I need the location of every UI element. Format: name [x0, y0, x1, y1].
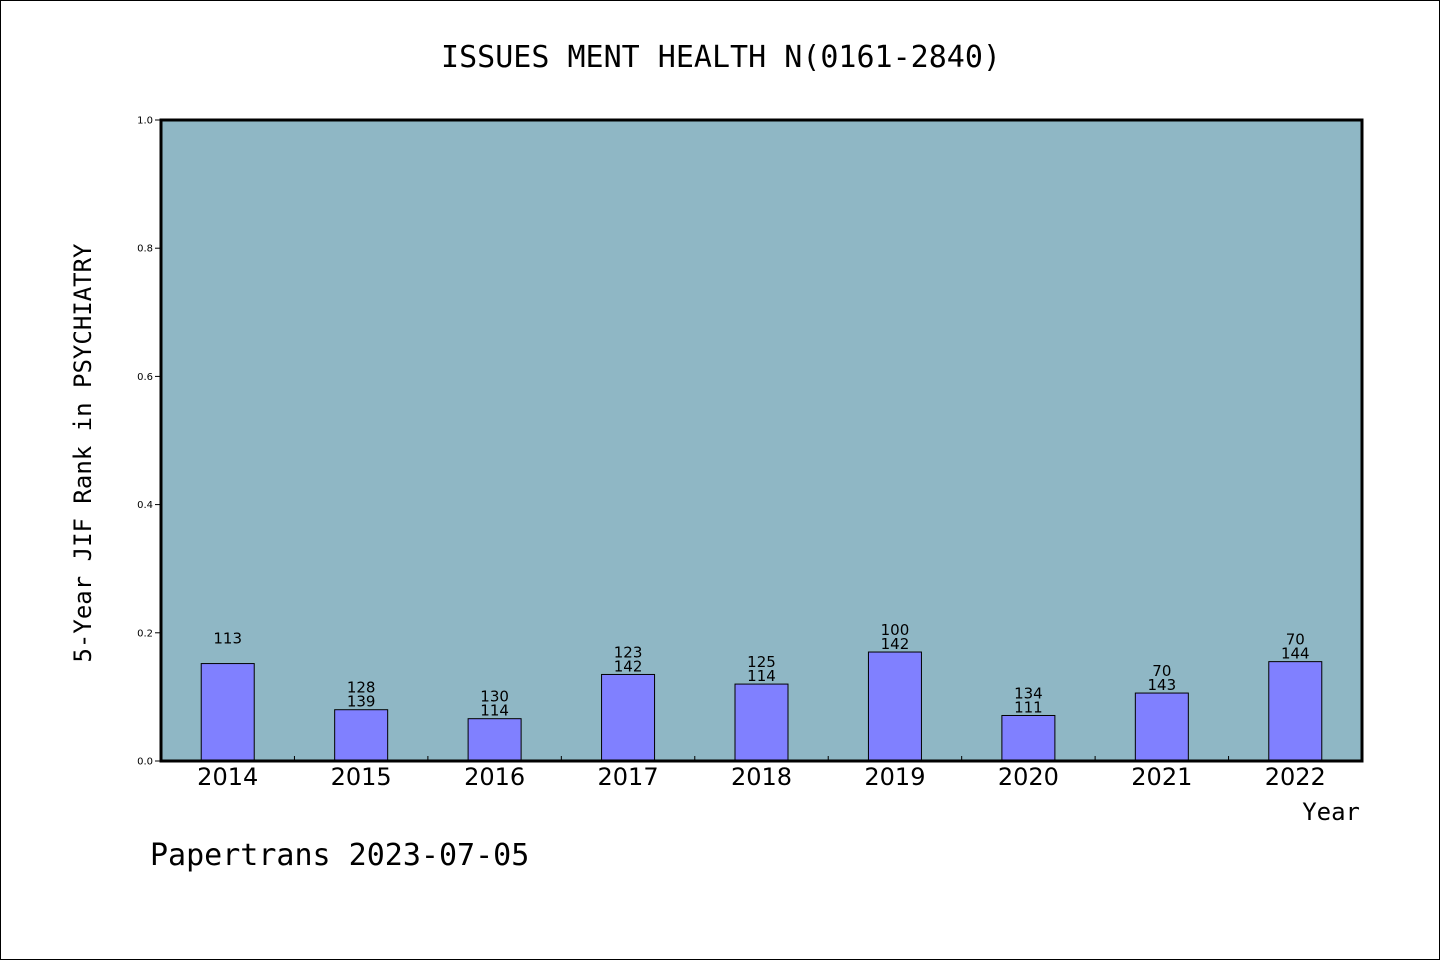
data-label-bottom: 111 [1014, 698, 1043, 716]
data-label-top: 100 [881, 621, 910, 639]
x-tick-label: 2019 [864, 763, 925, 791]
bars [200, 651, 1323, 762]
data-label-top: 70 [1286, 631, 1305, 649]
bar [867, 651, 922, 762]
data-label-bottom: 144 [1281, 645, 1310, 663]
data-label-top: 130 [480, 688, 509, 706]
y-tick-label: 0.0 [137, 757, 153, 768]
x-tick-label: 2018 [731, 763, 792, 791]
y-tick-label: 0.6 [137, 372, 153, 383]
plot-frame [159, 118, 1364, 763]
data-label-bottom: 114 [747, 667, 776, 685]
data-label-bottom: 142 [614, 657, 643, 675]
data-label-bottom: 139 [347, 693, 376, 711]
bar [467, 718, 522, 762]
footer-text: Papertrans 2023-07-05 [150, 838, 529, 873]
x-tick-label: 2014 [197, 763, 258, 791]
data-label-top: 134 [1014, 684, 1043, 702]
plot-area [161, 120, 1362, 761]
x-axis-ticks: 2014 2015 2016 2017 2018 2019 2020 2021 2022 [197, 756, 1326, 791]
x-tick-label: 2021 [1131, 763, 1192, 791]
x-axis-label: Year [1302, 798, 1360, 826]
bar [1001, 714, 1056, 762]
data-label-bottom: 114 [480, 702, 509, 720]
x-tick-label: 2015 [331, 763, 392, 791]
data-label-top: 128 [347, 679, 376, 697]
x-tick-label: 2017 [598, 763, 659, 791]
data-label-top: 123 [614, 643, 643, 661]
bar [334, 709, 389, 762]
data-label-top: 70 [1152, 662, 1171, 680]
chart-title: ISSUES MENT HEALTH N(0161-2840) [441, 40, 1001, 75]
x-tick-label: 2016 [464, 763, 525, 791]
bar [200, 663, 255, 762]
data-label-bottom: 113 [213, 630, 242, 648]
data-label-bottom: 142 [881, 635, 910, 653]
bar [601, 673, 656, 762]
y-tick-label: 0.4 [137, 500, 153, 511]
x-tick-label: 2022 [1265, 763, 1326, 791]
bar [1268, 661, 1323, 762]
bar [734, 683, 789, 762]
y-axis-label: 5-Year JIF Rank in PSYCHIATRY [69, 243, 97, 663]
bar [1134, 692, 1189, 762]
x-tick-label: 2020 [998, 763, 1059, 791]
y-axis-ticks: 0.0 0.2 0.4 0.6 0.8 1.0 [137, 116, 161, 768]
y-tick-label: 1.0 [137, 116, 153, 127]
data-label-top: 125 [747, 653, 776, 671]
y-tick-label: 0.8 [137, 244, 153, 255]
y-tick-label: 0.2 [137, 628, 153, 639]
data-label-bottom: 143 [1148, 676, 1177, 694]
